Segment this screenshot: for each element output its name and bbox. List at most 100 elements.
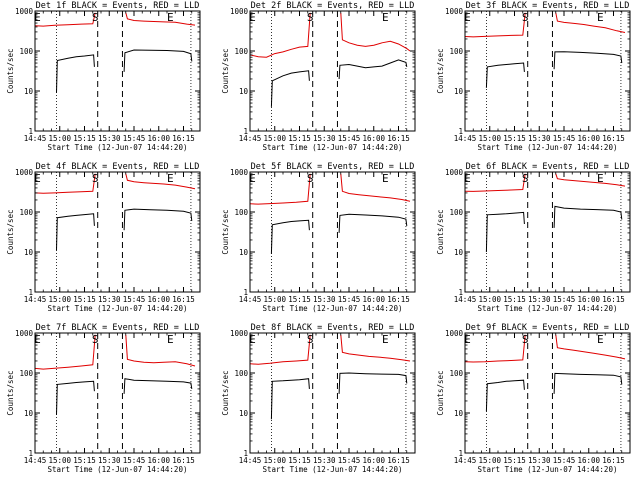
y-tick-label: 1000 bbox=[445, 7, 464, 16]
y-tick-label: 1 bbox=[458, 127, 463, 136]
plot-frame bbox=[249, 171, 416, 293]
y-tick-label: 10 bbox=[24, 409, 34, 418]
marker-s: S bbox=[92, 11, 99, 24]
lld-series-line bbox=[125, 173, 196, 190]
marker-e: E bbox=[249, 172, 256, 185]
marker-e: E bbox=[34, 172, 41, 185]
x-tick-label: 15:45 bbox=[338, 295, 361, 304]
x-tick-label: 15:45 bbox=[553, 295, 576, 304]
events-series-line bbox=[56, 54, 95, 93]
y-tick-label: 10 bbox=[454, 87, 464, 96]
events-series-line bbox=[123, 208, 193, 231]
x-tick-label: 15:00 bbox=[263, 456, 286, 465]
y-tick-label: 100 bbox=[449, 369, 463, 378]
x-tick-label: 16:00 bbox=[362, 456, 385, 465]
x-tick-label: 15:00 bbox=[478, 134, 501, 143]
plot-frame bbox=[249, 332, 416, 454]
x-tick-label: 15:00 bbox=[263, 134, 286, 143]
marker-e: E bbox=[249, 333, 256, 346]
x-tick-label: 14:45 bbox=[24, 134, 47, 143]
y-tick-label: 1 bbox=[458, 449, 463, 458]
detector-panel-5: Det 5f BLACK = Events, RED = LLD 1 10 100 10… bbox=[221, 162, 416, 313]
y-tick-label: 10 bbox=[454, 248, 464, 257]
panel-title: Det 2f BLACK = Events, RED = LLD bbox=[251, 1, 415, 11]
x-tick-label: 16:00 bbox=[577, 456, 600, 465]
lld-series-line bbox=[555, 173, 626, 187]
lld-series-line bbox=[249, 334, 311, 365]
marker-s: S bbox=[522, 333, 529, 346]
x-tick-label: 15:15 bbox=[288, 134, 311, 143]
y-tick-label: 1 bbox=[28, 127, 33, 136]
x-tick-label: 15:15 bbox=[503, 134, 526, 143]
marker-e: E bbox=[464, 172, 471, 185]
x-tick-label: 14:45 bbox=[239, 456, 262, 465]
x-tick-label: 16:15 bbox=[602, 295, 625, 304]
x-tick-label: 15:45 bbox=[123, 295, 146, 304]
marker-e: E bbox=[382, 333, 389, 346]
x-tick-label: 15:15 bbox=[73, 134, 96, 143]
detector-panel-9: Det 9f BLACK = Events, RED = LLD 1 10 100 10… bbox=[436, 323, 631, 474]
y-tick-label: 1 bbox=[458, 288, 463, 297]
marker-e: E bbox=[34, 11, 41, 24]
x-tick-label: 15:30 bbox=[98, 295, 121, 304]
events-series-line bbox=[123, 378, 193, 394]
events-series-line bbox=[338, 213, 408, 233]
y-axis-label: Counts/sec bbox=[436, 370, 445, 415]
x-tick-label: 14:45 bbox=[239, 295, 262, 304]
events-series-line bbox=[485, 211, 525, 253]
y-tick-label: 1000 bbox=[445, 329, 464, 338]
y-tick-label: 100 bbox=[19, 47, 33, 56]
events-series-line bbox=[485, 62, 525, 88]
x-axis-label: Start Time (12-Jun-07 14:44:20) bbox=[48, 465, 188, 474]
lld-series-line bbox=[125, 12, 196, 26]
lld-series-line bbox=[34, 334, 96, 370]
panel-title: Det 4f BLACK = Events, RED = LLD bbox=[36, 162, 200, 172]
x-tick-label: 15:30 bbox=[98, 456, 121, 465]
x-tick-label: 15:30 bbox=[98, 134, 121, 143]
plot-frame bbox=[249, 10, 416, 132]
marker-s: S bbox=[307, 11, 314, 24]
lld-series-line bbox=[249, 173, 311, 205]
marker-s: S bbox=[522, 11, 529, 24]
y-tick-label: 10 bbox=[24, 87, 34, 96]
y-axis-label: Counts/sec bbox=[6, 209, 15, 254]
x-tick-label: 15:00 bbox=[263, 295, 286, 304]
x-tick-label: 16:15 bbox=[172, 295, 195, 304]
y-tick-label: 100 bbox=[234, 369, 248, 378]
x-tick-label: 16:15 bbox=[387, 295, 410, 304]
x-tick-label: 16:15 bbox=[172, 456, 195, 465]
panel-title: Det 5f BLACK = Events, RED = LLD bbox=[251, 162, 415, 172]
panel-title: Det 1f BLACK = Events, RED = LLD bbox=[36, 1, 200, 11]
lld-series-line bbox=[555, 334, 626, 360]
x-tick-label: 15:45 bbox=[338, 456, 361, 465]
events-series-line bbox=[56, 380, 95, 415]
x-axis-label: Start Time (12-Jun-07 14:44:20) bbox=[263, 143, 403, 152]
x-tick-label: 15:30 bbox=[528, 295, 551, 304]
x-tick-label: 16:00 bbox=[147, 456, 170, 465]
events-series-line bbox=[553, 372, 623, 394]
plot-frame bbox=[34, 171, 201, 293]
x-tick-label: 15:00 bbox=[478, 295, 501, 304]
marker-e: E bbox=[167, 172, 174, 185]
x-tick-label: 15:30 bbox=[313, 134, 336, 143]
marker-e: E bbox=[597, 172, 604, 185]
x-axis-label: Start Time (12-Jun-07 14:44:20) bbox=[263, 465, 403, 474]
y-axis-label: Counts/sec bbox=[436, 48, 445, 93]
x-tick-label: 14:45 bbox=[454, 456, 477, 465]
x-tick-label: 16:00 bbox=[362, 295, 385, 304]
detector-panel-6: Det 6f BLACK = Events, RED = LLD 1 10 100 10… bbox=[436, 162, 631, 313]
x-tick-label: 15:15 bbox=[288, 456, 311, 465]
x-tick-label: 16:00 bbox=[362, 134, 385, 143]
y-tick-label: 1 bbox=[28, 288, 33, 297]
x-tick-label: 15:30 bbox=[313, 456, 336, 465]
panel-title: Det 8f BLACK = Events, RED = LLD bbox=[251, 323, 415, 333]
x-axis-label: Start Time (12-Jun-07 14:44:20) bbox=[478, 143, 618, 152]
lld-series-line bbox=[340, 12, 411, 52]
marker-e: E bbox=[167, 333, 174, 346]
x-tick-label: 15:30 bbox=[528, 134, 551, 143]
x-tick-label: 15:30 bbox=[528, 456, 551, 465]
x-tick-label: 15:45 bbox=[123, 134, 146, 143]
plot-frame bbox=[34, 10, 201, 132]
x-axis-label: Start Time (12-Jun-07 14:44:20) bbox=[48, 143, 188, 152]
panel-title: Det 9f BLACK = Events, RED = LLD bbox=[466, 323, 630, 333]
